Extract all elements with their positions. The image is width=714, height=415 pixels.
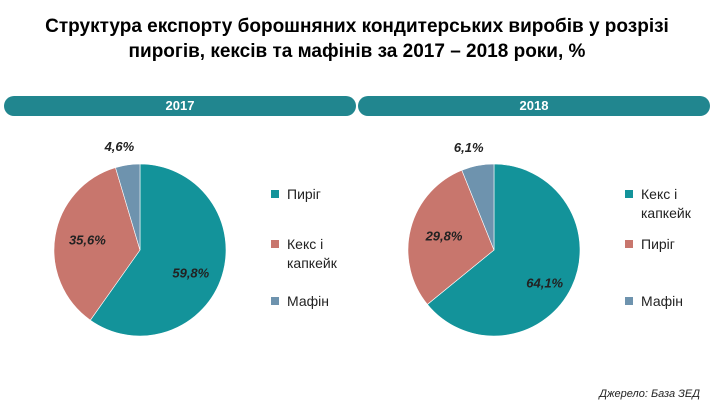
legend-swatch (625, 297, 633, 305)
pie-slice (53, 167, 141, 321)
year-band-2017: 2017 (4, 96, 356, 116)
year-band-2018: 2018 (358, 96, 710, 116)
legend-label: Пиріг (641, 236, 675, 252)
legend-swatch (625, 240, 633, 248)
slice-data-label: 35,6% (69, 233, 106, 248)
pie-svg-2018: 64,1% 29,8% 6,1% (407, 140, 581, 337)
source-note: Джерело: База ЗЕД (599, 388, 700, 400)
legend-swatch (271, 297, 279, 305)
pie-slice (461, 163, 495, 251)
legend-label: Мафін (641, 293, 683, 309)
legend-item: Кекс і капкейк (271, 235, 381, 273)
legend-item: Пиріг (625, 235, 714, 254)
pie-chart-2018: 64,1% 29,8% 6,1% (404, 140, 584, 340)
title-line-1: Структура експорту борошняних кондитерсь… (45, 16, 669, 37)
legend-label: Мафін (287, 293, 329, 309)
pie-slice (115, 163, 141, 251)
legend-label: Кекс і капкейк (287, 236, 337, 271)
legend-swatch (271, 240, 279, 248)
pie-slice (426, 163, 581, 337)
legend-item: Мафін (625, 292, 714, 311)
slice-data-label: 29,8% (425, 229, 463, 244)
legend-item: Кекс і капкейк (625, 185, 714, 223)
slice-data-label: 59,8% (172, 266, 209, 281)
slice-data-label: 64,1% (526, 276, 563, 291)
pie-slice (407, 169, 495, 305)
pie-slice (89, 163, 227, 337)
legend-swatch (271, 190, 279, 198)
title-line-2: пирогів, кексів та мафінів за 2017 – 201… (128, 41, 586, 62)
slice-data-label: 4,6% (104, 139, 135, 154)
pie-chart-2017: 59,8% 35,6% 4,6% (50, 139, 230, 340)
legend-item: Пиріг (271, 185, 381, 204)
legend-swatch (625, 190, 633, 198)
chart-title: Структура експорту борошняних кондитерсь… (0, 14, 714, 64)
pie-svg-2017: 59,8% 35,6% 4,6% (53, 139, 227, 337)
slice-data-label: 6,1% (454, 140, 484, 155)
legend-label: Кекс і капкейк (641, 186, 691, 221)
legend-label: Пиріг (287, 186, 321, 202)
legend-item: Мафін (271, 292, 381, 311)
